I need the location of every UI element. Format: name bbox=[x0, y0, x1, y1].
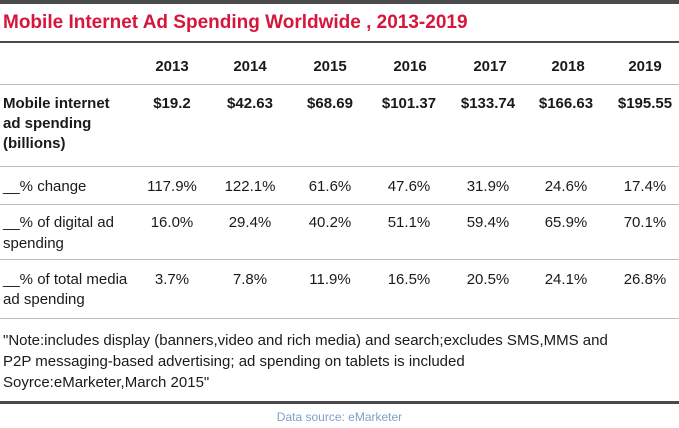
footnote: "Note:includes display (banners,video an… bbox=[3, 330, 673, 393]
row-label-line: Mobile internet bbox=[3, 95, 110, 112]
table-cell: 70.1% bbox=[623, 214, 667, 231]
column-header: 2015 bbox=[313, 58, 347, 75]
table-cell: 20.5% bbox=[466, 271, 510, 288]
table-cell: 17.4% bbox=[623, 178, 667, 195]
data-source: Data source: eMarketer bbox=[276, 410, 403, 424]
table-cell: 26.8% bbox=[623, 271, 667, 288]
table-cell: 117.9% bbox=[147, 178, 197, 195]
row-label-line: ad spending bbox=[3, 291, 85, 308]
chart-title: Mobile Internet Ad Spending Worldwide , … bbox=[3, 12, 468, 33]
title-rule bbox=[0, 41, 679, 43]
row-label-line: __% change bbox=[3, 178, 87, 195]
row-rule bbox=[0, 166, 679, 167]
header-rule bbox=[0, 84, 679, 85]
footnote-line: P2P messaging-based advertising; ad spen… bbox=[3, 353, 465, 370]
table-cell: 24.1% bbox=[544, 271, 588, 288]
table-cell: 16.0% bbox=[150, 214, 194, 231]
table-cell: 29.4% bbox=[228, 214, 272, 231]
row-label-line: (billions) bbox=[3, 135, 66, 152]
table-cell: $195.55 bbox=[617, 95, 673, 112]
table-cell: 51.1% bbox=[387, 214, 431, 231]
column-header: 2018 bbox=[551, 58, 585, 75]
table-cell: 24.6% bbox=[544, 178, 588, 195]
column-header: 2017 bbox=[473, 58, 507, 75]
table-cell: $133.74 bbox=[460, 95, 516, 112]
table-cell: 59.4% bbox=[466, 214, 510, 231]
row-rule bbox=[0, 204, 679, 205]
table-cell: 31.9% bbox=[466, 178, 510, 195]
row-rule bbox=[0, 318, 679, 319]
row-label-line: __% of total media bbox=[3, 271, 128, 288]
table-cell: $101.37 bbox=[381, 95, 437, 112]
table-cell: $42.63 bbox=[227, 95, 273, 112]
table-cell: 40.2% bbox=[308, 214, 352, 231]
table-cell: $166.63 bbox=[538, 95, 594, 112]
table-cell: 16.5% bbox=[387, 271, 431, 288]
table-cell: 11.9% bbox=[309, 271, 351, 288]
bottom-rule bbox=[0, 401, 679, 404]
table-cell: 65.9% bbox=[544, 214, 588, 231]
top-rule bbox=[0, 0, 679, 4]
table-cell: 7.8% bbox=[232, 271, 268, 288]
column-header: 2016 bbox=[393, 58, 427, 75]
table-cell: 3.7% bbox=[154, 271, 190, 288]
column-header: 2014 bbox=[233, 58, 267, 75]
footnote-line: Soyrce:eMarketer,March 2015" bbox=[3, 374, 210, 391]
table-cell: 47.6% bbox=[387, 178, 431, 195]
row-label-line: __% of digital ad bbox=[3, 214, 114, 231]
column-header: 2019 bbox=[628, 58, 662, 75]
row-rule bbox=[0, 259, 679, 260]
table-cell: $19.2 bbox=[153, 95, 191, 112]
table-cell: $68.69 bbox=[307, 95, 353, 112]
table-cell: 122.1% bbox=[224, 178, 276, 195]
row-label-line: ad spending bbox=[3, 115, 92, 132]
row-label-line: spending bbox=[3, 235, 64, 252]
column-header: 2013 bbox=[155, 58, 189, 75]
table-cell: 61.6% bbox=[308, 178, 352, 195]
footnote-line: "Note:includes display (banners,video an… bbox=[3, 332, 608, 349]
